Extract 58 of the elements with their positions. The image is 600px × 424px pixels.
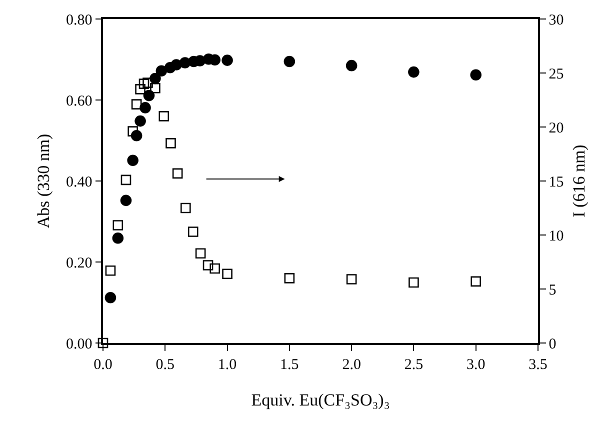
point <box>346 60 358 72</box>
point <box>284 273 295 284</box>
point <box>346 274 357 284</box>
y2-tick-label: 20 <box>548 120 564 136</box>
point <box>202 260 214 270</box>
point <box>98 338 108 348</box>
x-tick-label: 2.0 <box>342 356 361 373</box>
y2-tick-label: 0 <box>548 336 556 352</box>
y2-tick-label: 25 <box>548 66 564 82</box>
y-tick-label: 0.20 <box>66 255 92 272</box>
point <box>284 56 296 68</box>
point <box>150 82 160 94</box>
y2-axis-title: I (616 nm) <box>570 144 589 218</box>
point <box>120 194 132 206</box>
point <box>166 138 176 148</box>
y2-tick-label: 15 <box>548 174 564 190</box>
y2-tick-label: 30 <box>548 12 564 28</box>
y-tick-label: 0.80 <box>66 12 92 28</box>
x-tick-label: 1.0 <box>218 356 237 373</box>
point <box>112 220 124 230</box>
x-tick-label: 2.5 <box>404 356 424 373</box>
y2-tick-label: 5 <box>548 282 556 298</box>
point <box>408 66 420 78</box>
point <box>180 202 191 214</box>
y-tick-label: 0.60 <box>66 93 92 110</box>
point <box>170 59 182 70</box>
x-tick-label: 0.0 <box>94 356 112 373</box>
y-tick-label: 0.00 <box>66 336 92 352</box>
x-tick-label: 3.5 <box>528 356 548 373</box>
point <box>156 65 168 76</box>
point <box>408 277 419 288</box>
point <box>172 168 183 179</box>
y-tick-label: 0.40 <box>66 174 92 190</box>
point <box>104 292 116 304</box>
point <box>222 54 233 66</box>
point <box>131 99 142 110</box>
point <box>470 276 482 287</box>
y-axis-title: Abs (330 nm) <box>34 134 54 228</box>
point <box>470 69 482 81</box>
x-tick-label: 1.5 <box>280 356 299 373</box>
point <box>140 102 151 114</box>
point <box>158 111 170 122</box>
x-tick-label: 3.0 <box>466 356 486 373</box>
point <box>127 154 138 166</box>
x-axis-title: Equiv. Eu(CF₃SO₃)₃ <box>251 390 390 410</box>
point <box>188 226 198 237</box>
y2-tick-label: 10 <box>548 228 564 244</box>
point <box>138 78 150 89</box>
point <box>134 115 146 127</box>
point <box>105 265 116 276</box>
point <box>210 263 220 274</box>
point <box>222 268 232 280</box>
point <box>179 57 191 68</box>
point <box>135 84 146 94</box>
point <box>195 248 206 259</box>
point <box>120 174 132 186</box>
x-tick-label: 0.5 <box>156 356 175 373</box>
point <box>112 232 124 244</box>
